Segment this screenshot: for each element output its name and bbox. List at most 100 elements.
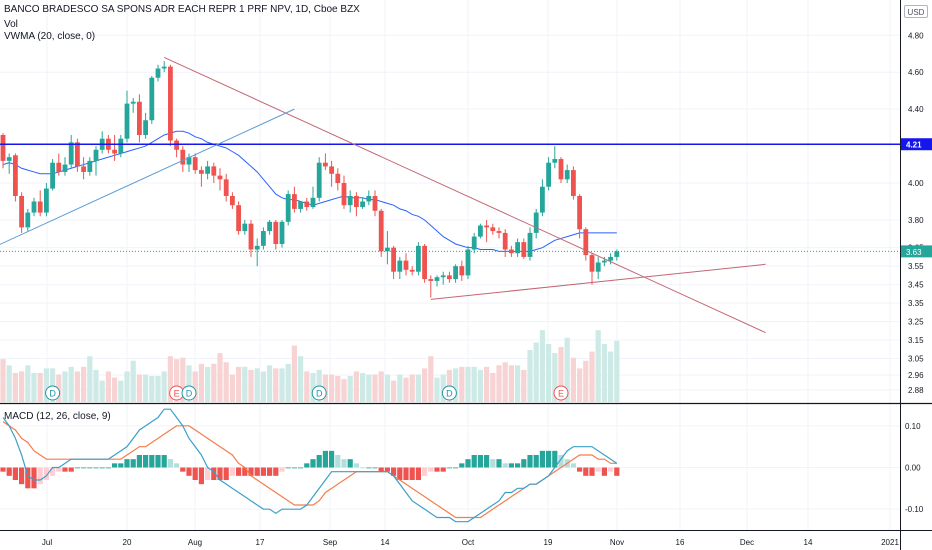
- candle-body: [6, 157, 12, 161]
- macd-histogram-bar: [502, 463, 508, 468]
- candle-body: [137, 101, 142, 135]
- volume-bar: [229, 374, 235, 402]
- dividend-marker[interactable]: D: [45, 385, 61, 401]
- macd-histogram-bar: [130, 459, 136, 468]
- candle-body: [583, 229, 589, 256]
- candle-body: [558, 159, 564, 180]
- dividend-marker-label: D: [49, 389, 56, 399]
- volume-bar: [477, 369, 483, 402]
- candle-body: [372, 195, 378, 211]
- volume-bar: [74, 371, 80, 402]
- macd-histogram-bar: [316, 455, 322, 468]
- earnings-marker[interactable]: E: [553, 385, 569, 401]
- dividend-marker-label: D: [316, 389, 323, 399]
- candle-body: [416, 245, 421, 272]
- macd-histogram-bar: [93, 467, 99, 469]
- candle-body: [527, 232, 533, 257]
- volume-bar: [223, 362, 229, 402]
- macd-histogram-bar: [248, 467, 254, 476]
- volume-bar: [341, 379, 347, 402]
- volume-bar: [174, 359, 180, 402]
- candle-body: [490, 227, 496, 232]
- macd-histogram-bar: [205, 467, 211, 480]
- macd-histogram-bar: [310, 459, 316, 468]
- price-tick-label: 3.80: [908, 216, 924, 225]
- candle-body: [50, 162, 55, 189]
- macd-histogram-bar: [273, 467, 279, 476]
- price-tick-label: 3.15: [908, 336, 924, 345]
- candlesticks: [0, 61, 620, 298]
- volume-bar: [37, 372, 43, 402]
- candle-body: [608, 256, 613, 261]
- macd-histogram-bar: [62, 467, 68, 472]
- price-tick-label: 3.05: [908, 355, 924, 364]
- candle-body: [366, 195, 372, 202]
- volume-bar: [112, 377, 118, 402]
- candle-body: [112, 149, 117, 154]
- macd-histogram-bar: [428, 467, 434, 472]
- resistance-price-tag: [901, 138, 932, 151]
- candle-body: [323, 162, 328, 167]
- macd-histogram-bar: [601, 467, 607, 476]
- candle-body: [192, 157, 198, 171]
- volume-bar: [149, 376, 155, 402]
- dividend-marker[interactable]: D: [441, 385, 457, 401]
- time-tick-label: 19: [544, 538, 553, 547]
- volume-bar: [143, 374, 149, 402]
- descending-resistance-line: [163, 56, 766, 334]
- volume-bar: [192, 371, 198, 402]
- candle-body: [564, 170, 570, 180]
- candle-body: [347, 195, 353, 206]
- macd-histogram-bar: [595, 467, 601, 472]
- macd-histogram-bar: [223, 467, 229, 480]
- candle-body: [279, 221, 285, 244]
- candle-body: [397, 260, 403, 272]
- volume-bar: [118, 380, 124, 402]
- volume-bar: [459, 366, 465, 402]
- currency-button[interactable]: USD: [904, 5, 928, 18]
- volume-bar: [360, 372, 366, 402]
- volume-bar: [453, 368, 459, 402]
- candle-body: [25, 212, 31, 228]
- volume-bar: [56, 374, 62, 402]
- candle-body: [459, 266, 465, 276]
- dividend-marker[interactable]: D: [181, 385, 197, 401]
- volume-bar: [99, 380, 105, 402]
- volume-bar: [136, 374, 142, 402]
- candle-body: [93, 149, 99, 161]
- macd-histogram-bar: [353, 463, 359, 468]
- candle-body: [62, 164, 68, 172]
- volume-bar: [130, 360, 136, 402]
- candle-body: [44, 188, 49, 213]
- candle-body: [533, 212, 539, 233]
- volume-bar: [527, 350, 533, 402]
- dividend-marker[interactable]: D: [311, 385, 327, 401]
- volume-bar: [62, 371, 68, 402]
- candle-body: [484, 225, 489, 228]
- candle-body: [496, 231, 502, 233]
- candle-body: [378, 210, 384, 252]
- candle-body: [56, 162, 62, 172]
- macd-histogram-bar: [124, 459, 130, 468]
- macd-histogram-bar: [614, 467, 620, 476]
- macd-histogram-bar: [19, 467, 25, 485]
- macd-histogram-bar: [533, 455, 539, 468]
- volume-bar: [322, 374, 328, 402]
- macd-histogram-bar: [440, 467, 446, 472]
- volume-bar: [502, 362, 508, 402]
- macd-histogram-bar: [50, 467, 56, 476]
- time-tick-label: 14: [381, 538, 390, 547]
- macd-histogram-bar: [279, 467, 285, 472]
- volume-bar: [533, 342, 539, 402]
- volume-bar: [403, 377, 409, 402]
- resistance-price-label: 4.21: [906, 141, 922, 150]
- macd-histogram-bar: [56, 467, 62, 472]
- candle-body: [546, 162, 551, 187]
- trend-lines[interactable]: [0, 56, 900, 334]
- macd-histogram-bar: [267, 467, 273, 476]
- candle-body: [236, 205, 241, 232]
- time-tick-label: 2021: [881, 538, 899, 547]
- macd-histogram-bar: [366, 467, 372, 469]
